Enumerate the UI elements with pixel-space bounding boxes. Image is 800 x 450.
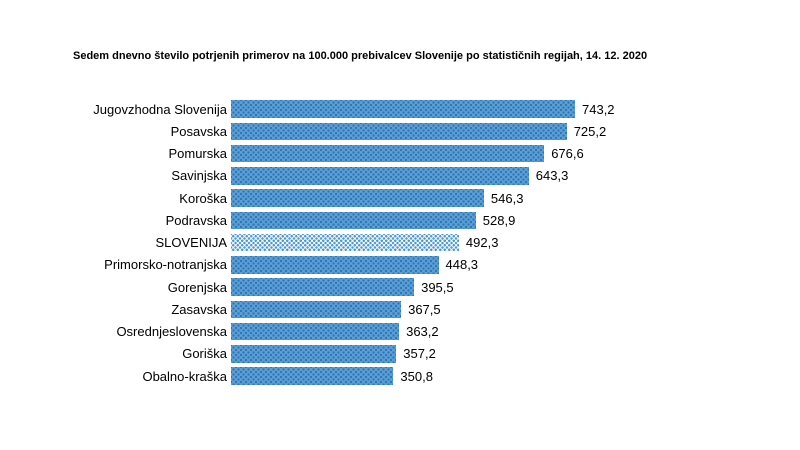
category-label-slovenia: SLOVENIJA <box>155 235 227 251</box>
bar-row: SLOVENIJA 492,3 <box>65 232 615 254</box>
value-label: 643,3 <box>535 168 569 184</box>
bar-row: Obalno-kraška 350,8 <box>65 365 615 387</box>
bar-track: 448,3 <box>231 256 479 274</box>
category-label: Jugovzhodna Slovenija <box>93 101 227 117</box>
value-label: 725,2 <box>573 123 607 139</box>
category-label: Koroška <box>179 190 227 206</box>
bar-row: Koroška 546,3 <box>65 187 615 209</box>
value-label: 357,2 <box>403 346 436 362</box>
value-label: 676,6 <box>551 146 584 162</box>
bar-row: Osrednjeslovenska 363,2 <box>65 321 615 343</box>
bar <box>231 256 439 274</box>
value-label: 395,5 <box>421 279 454 295</box>
category-label: Podravska <box>165 212 227 228</box>
bar-row: Posavska 725,2 <box>65 120 615 142</box>
category-label: Zasavska <box>171 301 227 317</box>
category-label: Primorsko-notranjska <box>104 257 227 273</box>
category-label: Pomurska <box>168 146 227 162</box>
bar <box>231 211 476 230</box>
value-label: 363,2 <box>406 324 439 340</box>
bar-track: 367,5 <box>231 300 441 319</box>
bar-row: Zasavska 367,5 <box>65 298 615 320</box>
bar-track: 546,3 <box>231 189 524 207</box>
bar-track: 725,2 <box>231 122 607 141</box>
bar <box>231 100 575 118</box>
category-label: Osrednjeslovenska <box>116 324 227 340</box>
value-label: 743,2 <box>582 101 615 117</box>
bar-track: 363,2 <box>231 322 439 341</box>
bar-track: 492,3 <box>231 233 499 252</box>
bar <box>231 322 400 341</box>
value-label: 350,8 <box>400 368 433 384</box>
category-label: Gorenjska <box>167 279 227 295</box>
category-label: Goriška <box>182 346 227 362</box>
value-label: 528,9 <box>482 212 516 228</box>
bar <box>231 122 567 141</box>
value-label: 367,5 <box>408 301 441 317</box>
bar-chart: Jugovzhodna Slovenija 743,2 Posavska 725,2 P… <box>65 98 615 387</box>
bar-track: 743,2 <box>231 100 615 118</box>
bar-track: 676,6 <box>231 144 584 163</box>
chart-title: Sedem dnevno število potrjenih primerov … <box>73 50 648 62</box>
bar-track: 643,3 <box>231 167 569 185</box>
bar-track: 528,9 <box>231 211 516 230</box>
value-label: 492,3 <box>465 235 499 251</box>
highlight-bar <box>231 233 459 252</box>
bar-track: 395,5 <box>231 278 454 296</box>
bar <box>231 278 415 296</box>
bar <box>231 367 394 385</box>
bar-track: 350,8 <box>231 367 433 385</box>
value-label: 448,3 <box>445 257 479 273</box>
bar <box>231 167 529 185</box>
bar-row: Pomurska 676,6 <box>65 143 615 165</box>
bar <box>231 300 402 319</box>
bar-row: Jugovzhodna Slovenija 743,2 <box>65 98 615 120</box>
bar-row: Goriška 357,2 <box>65 343 615 365</box>
bar-track: 357,2 <box>231 345 436 363</box>
bar-row: Primorsko-notranjska 448,3 <box>65 254 615 276</box>
bar-row: Podravska 528,9 <box>65 209 615 231</box>
bar-row: Gorenjska 395,5 <box>65 276 615 298</box>
bar <box>231 189 484 207</box>
value-label: 546,3 <box>490 190 524 206</box>
category-label: Posavska <box>170 123 227 139</box>
category-label: Savinjska <box>171 168 227 184</box>
bar <box>231 144 545 163</box>
bar <box>231 345 397 363</box>
category-label: Obalno-kraška <box>142 368 227 384</box>
bar-row: Savinjska 643,3 <box>65 165 615 187</box>
